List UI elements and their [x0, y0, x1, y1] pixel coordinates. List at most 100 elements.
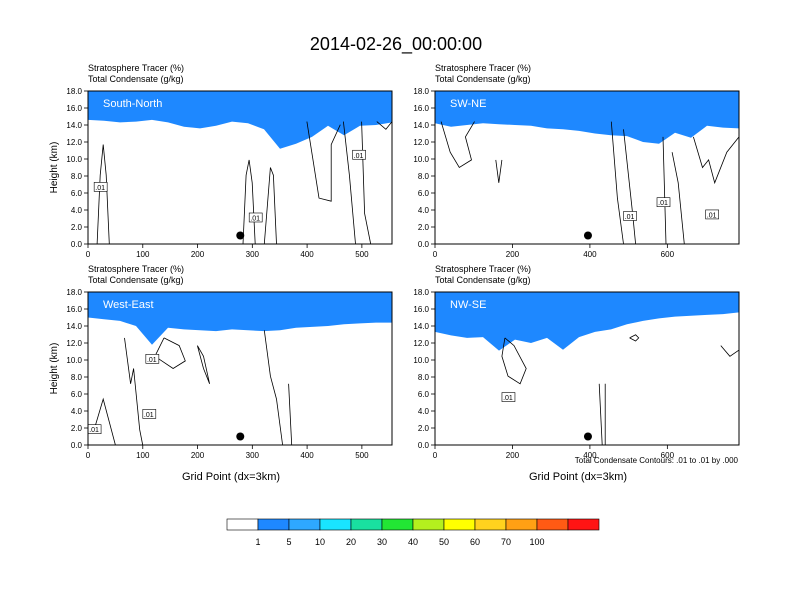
y-tick-label: 16.0: [66, 104, 82, 113]
x-tick-label: 300: [246, 451, 260, 460]
figure-title: 2014-02-26_00:00:00: [310, 34, 482, 55]
colorbar-swatch: [319, 518, 352, 531]
colorbar-swatch: [505, 518, 538, 531]
panel-label: South-North: [103, 98, 162, 110]
y-tick-label: 18.0: [413, 87, 429, 96]
colorbar-swatch: [257, 518, 290, 531]
contour-label-box: [705, 209, 719, 220]
x-tick-label: 400: [300, 250, 314, 259]
y-tick-label: 10.0: [66, 356, 82, 365]
colorbar-swatch: [443, 518, 476, 531]
panel-label: NW-SE: [450, 299, 486, 311]
condensate-contour: [124, 337, 144, 446]
contour-label-box: [352, 149, 366, 160]
y-tick-label: 0.0: [418, 240, 430, 249]
condensate-contour: [693, 136, 740, 185]
contour-label: .01: [147, 357, 157, 364]
colorbar-swatch: [536, 518, 569, 531]
location-marker: [236, 231, 245, 240]
x-tick-label: 200: [191, 250, 205, 259]
y-tick-label: 14.0: [66, 121, 82, 130]
condensate-contour: [495, 159, 503, 183]
x-tick-label: 300: [246, 250, 260, 259]
y-tick-label: 12.0: [66, 339, 82, 348]
colorbar-label: 100: [529, 537, 544, 547]
condensate-contour: [598, 383, 606, 446]
x-tick-label: 0: [86, 250, 91, 259]
y-tick-label: 8.0: [418, 373, 430, 382]
y-axis-label: Height (km): [49, 343, 60, 395]
x-axis-label: Grid Point (dx=3km): [529, 471, 627, 483]
y-tick-label: 10.0: [66, 155, 82, 164]
colorbar-swatch: [381, 518, 414, 531]
tracer-layer: [435, 91, 739, 144]
panel-sw-ne: .01 .01 .01 SW-NE Stratosphere Tracer (%)Tot…: [413, 63, 740, 259]
colorbar-swatch: [474, 518, 507, 531]
y-tick-label: 16.0: [413, 305, 429, 314]
panels: .01 .01 .01 South-North Stratosphere Tracer …: [49, 63, 740, 483]
condensate-contour: [440, 121, 475, 169]
colorbar-label: 5: [286, 537, 291, 547]
colorbar: 1 5 10 20 30 40 50 60 70 100: [226, 518, 600, 547]
condensate-contour: [263, 167, 277, 245]
x-tick-label: 100: [136, 451, 150, 460]
colorbar-label: 1: [255, 537, 260, 547]
contour-label: .01: [707, 212, 717, 219]
y-tick-label: 12.0: [413, 339, 429, 348]
y-tick-label: 6.0: [71, 189, 83, 198]
y-tick-label: 6.0: [418, 390, 430, 399]
y-tick-label: 4.0: [71, 407, 83, 416]
contour-label-box: [248, 212, 263, 223]
colorbar-label: 10: [315, 537, 325, 547]
y-tick-label: 18.0: [413, 288, 429, 297]
y-tick-label: 0.0: [71, 240, 83, 249]
y-tick-label: 10.0: [413, 356, 429, 365]
y-tick-label: 4.0: [418, 206, 430, 215]
x-tick-label: 600: [661, 250, 675, 259]
y-tick-label: 18.0: [66, 288, 82, 297]
panel-label: SW-NE: [450, 98, 486, 110]
y-tick-label: 8.0: [71, 373, 83, 382]
condensate-contour: [720, 345, 740, 357]
y-tick-label: 6.0: [418, 189, 430, 198]
panel-title-line2: Total Condensate (g/kg): [88, 275, 184, 285]
y-tick-label: 18.0: [66, 87, 82, 96]
tracer-layer: [88, 91, 392, 149]
colorbar-label: 70: [501, 537, 511, 547]
panel-title-line1: Stratosphere Tracer (%): [88, 264, 184, 274]
contour-label: .01: [95, 185, 105, 192]
y-tick-label: 0.0: [418, 441, 430, 450]
contour-label-box: [93, 182, 108, 192]
plot-frame: [434, 90, 740, 245]
x-axis-label: Grid Point (dx=3km): [182, 471, 280, 483]
colorbar-label: 60: [470, 537, 480, 547]
panel-title-line1: Stratosphere Tracer (%): [435, 63, 531, 73]
x-tick-label: 600: [661, 451, 675, 460]
colorbar-swatch: [350, 518, 383, 531]
y-tick-label: 14.0: [413, 322, 429, 331]
colorbar-swatch: [288, 518, 321, 531]
location-marker: [583, 231, 592, 240]
y-tick-label: 14.0: [66, 322, 82, 331]
panel-title-line2: Total Condensate (g/kg): [435, 275, 531, 285]
plot-frame: [87, 291, 393, 446]
colorbar-label: 40: [408, 537, 418, 547]
colorbar-label: 50: [439, 537, 449, 547]
condensate-contour: [154, 337, 186, 369]
panel-title-line2: Total Condensate (g/kg): [88, 74, 184, 84]
tracer-layer: [435, 292, 739, 351]
colorbar-label: 20: [346, 537, 356, 547]
location-marker: [236, 432, 245, 441]
x-tick-label: 500: [355, 451, 369, 460]
y-tick-label: 14.0: [413, 121, 429, 130]
contour-label: .01: [503, 395, 513, 402]
condensate-contour: [263, 330, 293, 446]
contour-label: .01: [250, 215, 260, 222]
y-tick-label: 2.0: [71, 424, 83, 433]
panel-south-north: .01 .01 .01 South-North Stratosphere Tracer …: [49, 63, 393, 259]
condensate-contour: [242, 159, 256, 245]
condensate-contour: [306, 121, 341, 202]
condensate-contour: [662, 136, 685, 245]
plot-frame: [434, 291, 740, 446]
